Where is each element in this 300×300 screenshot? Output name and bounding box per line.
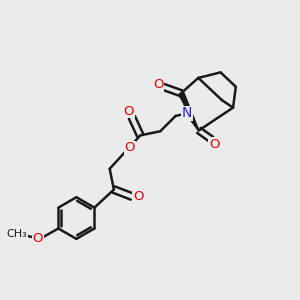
Text: O: O: [209, 138, 219, 151]
Text: O: O: [153, 78, 164, 92]
Text: O: O: [125, 141, 135, 154]
Text: N: N: [182, 106, 192, 120]
Polygon shape: [178, 92, 199, 130]
Text: O: O: [32, 232, 43, 245]
Text: CH₃: CH₃: [7, 229, 27, 239]
Text: O: O: [123, 105, 134, 118]
Text: O: O: [133, 190, 143, 203]
